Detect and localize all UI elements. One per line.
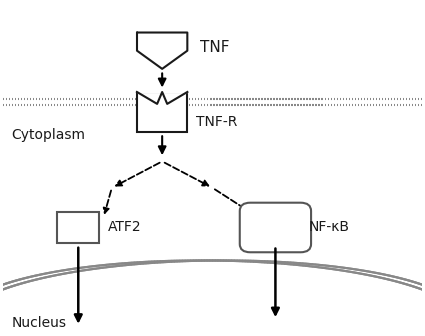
- FancyBboxPatch shape: [240, 203, 311, 252]
- Text: TNF-R: TNF-R: [196, 115, 237, 129]
- Bar: [57, 212, 99, 243]
- Text: NF-κB: NF-κB: [309, 220, 350, 235]
- Text: TNF: TNF: [200, 40, 230, 55]
- Text: ATF2: ATF2: [108, 220, 141, 235]
- Text: Nucleus: Nucleus: [11, 316, 66, 330]
- Text: Cytoplasm: Cytoplasm: [11, 128, 85, 142]
- Bar: [137, 92, 187, 132]
